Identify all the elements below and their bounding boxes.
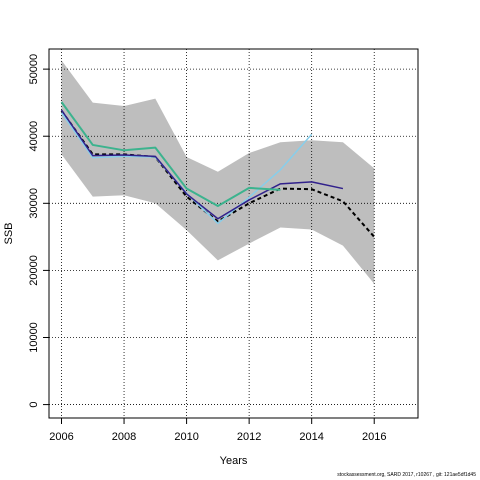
y-tick-label: 30000: [28, 188, 40, 219]
x-tick-label: 2014: [299, 431, 323, 443]
y-tick-label: 20000: [28, 255, 40, 286]
y-tick-label: 0: [28, 402, 40, 408]
x-axis-label: Years: [220, 455, 248, 467]
series-line-3: [60, 109, 344, 220]
series-layer: [60, 101, 375, 238]
y-tick-label: 10000: [28, 322, 40, 353]
x-tick-label: 2010: [174, 431, 198, 443]
y-tick-label: 50000: [28, 54, 40, 85]
y-axis-label: SSB: [3, 222, 15, 244]
series-line-4: [60, 101, 281, 207]
footer-credit: stockassessment.org, SARD 2017, r10267 ,…: [337, 472, 476, 478]
confidence-band: [61, 60, 375, 284]
series-line-1: [60, 110, 375, 238]
x-tick-label: 2012: [237, 431, 261, 443]
plot-frame: [48, 48, 419, 419]
axis-layer: 2006 2008 2010 2012 2014 2016 0 10000 20000 30000…: [28, 54, 386, 443]
x-tick-label: 2006: [49, 431, 73, 443]
y-tick-label: 40000: [28, 121, 40, 152]
x-tick-label: 2016: [362, 431, 386, 443]
x-tick-label: 2008: [112, 431, 136, 443]
confidence-band-layer: [61, 60, 375, 284]
